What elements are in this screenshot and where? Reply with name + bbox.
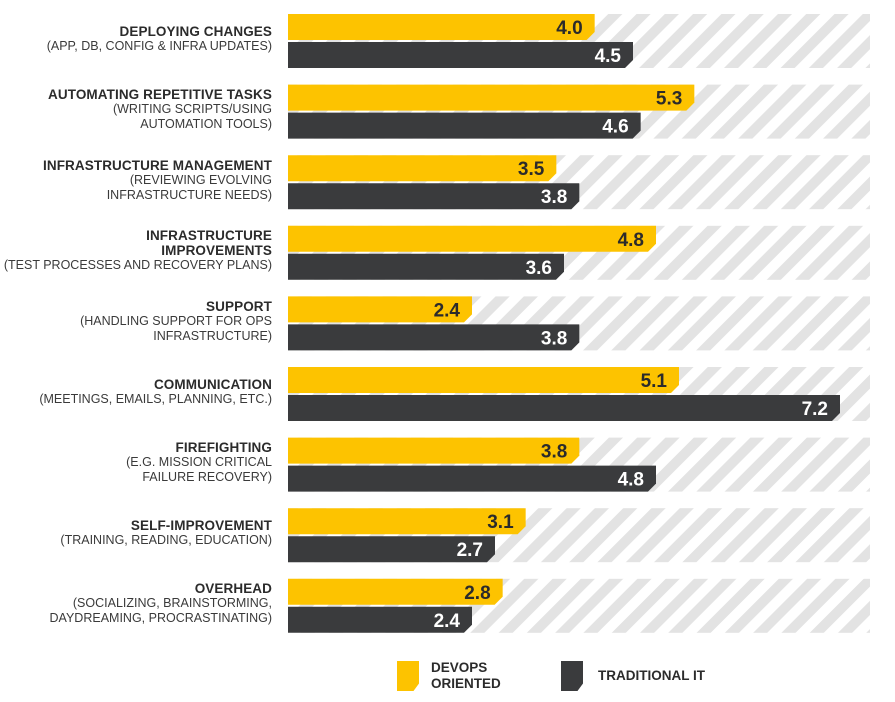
bar-devops [288, 14, 595, 40]
legend-item-traditional: TRADITIONAL IT [561, 661, 741, 691]
category-title: DEPLOYING CHANGES [119, 24, 272, 39]
value-label-devops: 4.8 [618, 230, 644, 251]
category-label: OVERHEAD (SOCIALIZING, BRAINSTORMING, DAY… [2, 581, 272, 626]
category-subtitle: (MEETINGS, EMAILS, PLANNING, ETC.) [39, 392, 272, 406]
value-label-devops: 4.0 [556, 18, 582, 39]
bar-devops [288, 508, 526, 535]
category-subtitle: (REVIEWING EVOLVING INFRASTRUCTURE NEEDS… [106, 172, 272, 202]
category-label: DEPLOYING CHANGES (APP, DB, CONFIG & INFR… [2, 24, 272, 54]
value-label-devops: 2.4 [434, 300, 461, 321]
bar-traditional [288, 606, 472, 633]
bar-devops [288, 296, 472, 323]
category-label: INFRASTRUCTURE IMPROVEMENTS (TEST PROCESS… [2, 228, 272, 273]
legend-swatch-traditional [561, 661, 583, 691]
category-title: AUTOMATING REPETITIVE TASKS [48, 87, 272, 103]
category-title: SUPPORT [206, 298, 272, 314]
value-label-devops: 5.3 [656, 89, 682, 110]
category-label: SELF-IMPROVEMENT (TRAINING, READING, EDUC… [2, 518, 272, 548]
value-label-traditional: 4.8 [618, 470, 644, 491]
category-label: COMMUNICATION (MEETINGS, EMAILS, PLANNING… [2, 377, 272, 407]
category-subtitle: (TEST PROCESSES AND RECOVERY PLANS) [3, 258, 272, 273]
bar-devops [288, 155, 557, 182]
category-subtitle: (WRITING SCRIPTS/USING AUTOMATION TOOLS) [112, 102, 272, 132]
bar-devops [288, 367, 679, 393]
value-label-devops: 5.1 [641, 371, 668, 392]
value-label-traditional: 2.7 [457, 540, 483, 561]
bar-traditional [288, 324, 580, 351]
bar-traditional [288, 253, 564, 280]
bar-traditional [288, 536, 495, 563]
bar-traditional [288, 465, 656, 492]
category-label: INFRASTRUCTURE MANAGEMENT (REVIEWING EVOL… [2, 158, 272, 203]
legend-label-traditional: TRADITIONAL IT [598, 668, 705, 683]
category-subtitle: (SOCIALIZING, BRAINSTORMING, DAYDREAMING… [49, 596, 272, 626]
bar-devops [288, 225, 656, 252]
bar-devops [288, 578, 503, 605]
value-label-traditional: 3.8 [541, 187, 567, 208]
category-title: OVERHEAD [194, 581, 272, 597]
value-label-devops: 2.8 [464, 583, 490, 604]
category-title: FIREFIGHTING [175, 440, 272, 456]
category-label: AUTOMATING REPETITIVE TASKS (WRITING SCRI… [2, 87, 272, 132]
legend-item-devops: DEVOPS ORIENTED [397, 660, 527, 691]
bar-devops [288, 84, 695, 111]
category-title: INFRASTRUCTURE IMPROVEMENTS [146, 228, 272, 259]
value-label-devops: 3.8 [541, 442, 567, 463]
category-label: FIREFIGHTING (E.G. MISSION CRITICAL FAILU… [2, 440, 272, 485]
bar-traditional [288, 42, 633, 68]
legend-label-devops: DEVOPS ORIENTED [431, 660, 501, 691]
bar-traditional [288, 183, 580, 210]
value-label-traditional: 3.8 [541, 328, 567, 349]
value-label-traditional: 4.5 [595, 46, 622, 67]
value-label-traditional: 4.6 [602, 117, 628, 138]
value-label-devops: 3.1 [487, 512, 514, 533]
bars-layer [288, 14, 840, 633]
category-title: SELF-IMPROVEMENT [130, 518, 272, 534]
category-subtitle: (TRAINING, READING, EDUCATION) [60, 533, 272, 548]
category-title: INFRASTRUCTURE MANAGEMENT [43, 157, 272, 173]
category-subtitle: (HANDLING SUPPORT FOR OPS INFRASTRUCTURE… [80, 313, 272, 343]
bar-devops [288, 437, 580, 464]
value-label-devops: 3.5 [518, 159, 545, 180]
bar-traditional [288, 395, 840, 421]
category-subtitle: (E.G. MISSION CRITICAL FAILURE RECOVERY) [126, 455, 272, 485]
value-label-traditional: 7.2 [802, 399, 828, 420]
category-subtitle: (APP, DB, CONFIG & INFRA UPDATES) [46, 39, 272, 53]
category-label: SUPPORT (HANDLING SUPPORT FOR OPS INFRAST… [2, 299, 272, 344]
legend-swatch-devops [397, 661, 419, 691]
value-labels-layer: 4.0 4.5 5.3 4.6 3.5 3.8 4.8 3.6 2.4 3.8 5.1 7.2 3.8 4… [434, 18, 828, 632]
category-title: COMMUNICATION [153, 377, 272, 392]
value-label-traditional: 3.6 [526, 258, 552, 279]
bar-traditional [288, 112, 641, 139]
value-label-traditional: 2.4 [434, 611, 461, 632]
